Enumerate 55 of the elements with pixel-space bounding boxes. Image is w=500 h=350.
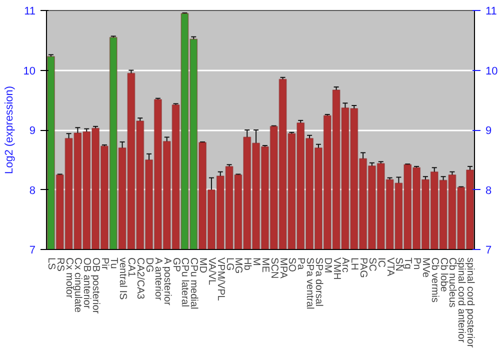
x-tick-label: Tg [402, 258, 414, 270]
x-tick-label: SCN [268, 258, 280, 279]
x-tick-label: SPa dorsal [312, 258, 324, 306]
y-tick-label: 9 [29, 125, 36, 137]
x-tick-label: SPa ventral [304, 258, 316, 310]
x-tick-label: CA2/CA3 [134, 258, 146, 300]
x-tick-label: CPu medial [188, 258, 200, 310]
x-tick-label: SN [393, 258, 404, 272]
x-tick-label: Cx motor [63, 258, 74, 299]
x-tick-label: Cx cingulate [72, 258, 84, 313]
x-tick-label: M [250, 258, 262, 266]
x-tick-label: A anterior [152, 258, 164, 301]
x-tick-label: LG [224, 258, 235, 272]
y-tick-label: 10 [23, 65, 36, 78]
x-tick-label: VA/VL [206, 258, 217, 286]
x-tick-label: DG [144, 258, 155, 273]
x-tick-label: MG [232, 258, 244, 274]
x-tick-label: ME [259, 258, 270, 273]
x-tick-label: RS [54, 258, 66, 272]
y2-tick-label: 11 [486, 6, 497, 18]
x-tick-label: DM [322, 258, 333, 274]
x-tick-label: LH [348, 258, 360, 270]
x-tick-label: PAG [358, 258, 369, 278]
x-tick-label: MVe [420, 258, 431, 278]
x-tick-label: VTA [384, 258, 396, 277]
y-tick-label: 8 [29, 184, 36, 197]
x-tick-label: ventral IS [116, 258, 128, 300]
x-tick-label: spinal cord anterior [456, 258, 467, 344]
x-tick-label: SC [366, 258, 378, 272]
x-tick-label: A posterior [161, 258, 172, 306]
x-tick-label: spinal cord posterior [464, 258, 476, 348]
y2-tick-label: 10 [486, 65, 498, 78]
y-axis-title: Log2 (expression) [3, 86, 16, 174]
x-tick-label: SO [286, 258, 298, 272]
y2-tick-label: 8 [486, 184, 492, 197]
x-tick-label: MPA [277, 258, 288, 279]
y2-tick-label: 9 [486, 125, 492, 137]
x-tick-label: Pir [98, 258, 110, 270]
x-tick-label: Cb vermis [428, 258, 440, 303]
x-tick-label: OB anterior [81, 258, 92, 310]
x-tick-label: Arc [340, 258, 351, 272]
x-tick-label: CPu lateral [179, 258, 190, 307]
x-tick-label: MD [197, 258, 208, 274]
x-tick-label: GP [170, 258, 182, 272]
x-tick-label: IC [375, 258, 386, 268]
y2-tick-label: 7 [486, 244, 492, 256]
y-tick-label: 11 [24, 6, 36, 18]
x-tick-label: VMH [330, 258, 342, 280]
x-tick-label: LS [45, 258, 56, 270]
x-tick-label: OB posterior [90, 258, 102, 314]
y-tick-label: 7 [29, 244, 36, 256]
x-tick-label: Hb [242, 258, 253, 271]
x-tick-label: CA1 [126, 258, 137, 278]
x-tick-label: Pn [411, 258, 422, 270]
x-tick-label: Pa [295, 258, 306, 270]
